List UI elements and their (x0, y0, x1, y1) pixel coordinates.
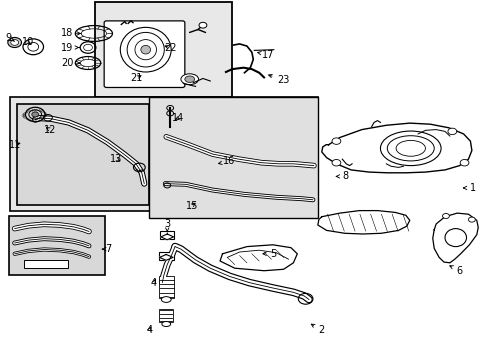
Polygon shape (220, 245, 297, 271)
Text: 11: 11 (8, 140, 21, 150)
Ellipse shape (181, 74, 198, 85)
Ellipse shape (141, 45, 150, 54)
Ellipse shape (442, 213, 448, 219)
Bar (17, 104, 149, 205)
Ellipse shape (32, 112, 39, 117)
Bar (24, 260, 68, 268)
Polygon shape (161, 234, 173, 240)
Polygon shape (321, 123, 471, 173)
Bar (149, 97, 317, 218)
Ellipse shape (184, 76, 194, 82)
Text: 22: 22 (163, 42, 176, 53)
Bar (95, 2, 232, 97)
Ellipse shape (161, 297, 171, 302)
Polygon shape (317, 211, 409, 234)
Text: 7: 7 (102, 244, 111, 254)
Ellipse shape (8, 37, 21, 48)
Ellipse shape (162, 321, 170, 327)
Text: 21: 21 (129, 73, 142, 84)
Bar (159, 252, 173, 260)
Text: 17: 17 (257, 50, 274, 60)
Ellipse shape (459, 159, 468, 166)
Bar (9, 216, 105, 275)
Text: 16: 16 (218, 156, 235, 166)
Bar (160, 231, 174, 239)
Text: 13: 13 (110, 154, 122, 164)
Ellipse shape (11, 40, 19, 45)
Text: 3: 3 (164, 219, 170, 232)
Text: 2: 2 (311, 324, 324, 336)
Text: 19: 19 (61, 42, 79, 53)
Text: 6: 6 (449, 266, 462, 276)
Text: 4: 4 (146, 325, 152, 336)
Ellipse shape (447, 128, 456, 135)
Ellipse shape (468, 217, 474, 222)
Text: 14: 14 (172, 113, 184, 123)
Bar (10, 97, 317, 211)
Text: 23: 23 (268, 75, 289, 85)
Text: 18: 18 (61, 28, 80, 39)
Text: 1: 1 (463, 183, 475, 193)
Text: 10: 10 (22, 37, 35, 48)
Ellipse shape (199, 22, 206, 28)
Bar (159, 309, 172, 322)
Text: 12: 12 (43, 125, 56, 135)
Text: 8: 8 (336, 171, 348, 181)
Text: 5: 5 (263, 249, 275, 259)
Polygon shape (432, 213, 477, 263)
Text: 4: 4 (151, 278, 157, 288)
Polygon shape (159, 255, 173, 260)
FancyBboxPatch shape (104, 21, 184, 87)
Text: 9: 9 (6, 33, 15, 43)
Ellipse shape (331, 159, 340, 166)
Bar (159, 276, 174, 298)
Ellipse shape (331, 138, 340, 144)
Text: 20: 20 (61, 58, 80, 68)
Text: 15: 15 (185, 201, 198, 211)
